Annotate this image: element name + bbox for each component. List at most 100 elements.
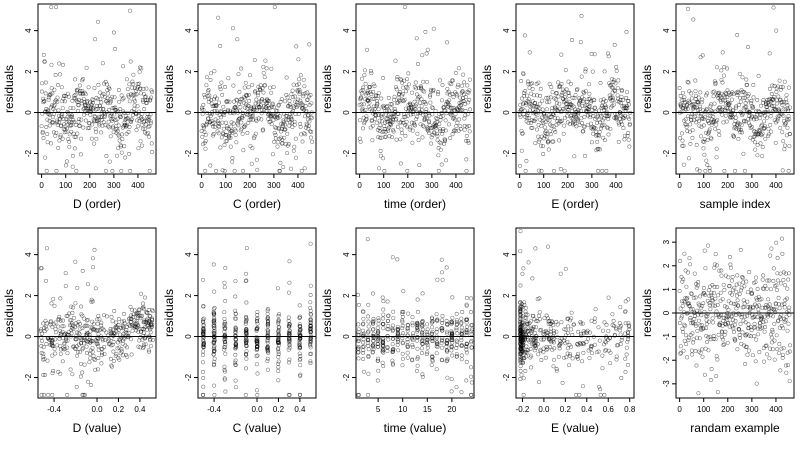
data-point <box>426 118 431 123</box>
data-point <box>711 94 716 99</box>
data-point <box>736 90 741 95</box>
data-point <box>231 121 236 126</box>
data-point <box>430 105 435 110</box>
point-series <box>677 5 793 173</box>
data-point <box>592 342 597 347</box>
data-point <box>680 138 685 143</box>
data-point <box>64 120 69 125</box>
data-point <box>590 108 595 112</box>
data-point <box>522 351 527 356</box>
data-point <box>309 130 314 134</box>
data-point <box>775 347 780 352</box>
data-point <box>395 342 400 347</box>
data-point <box>755 315 760 320</box>
data-point <box>569 113 574 118</box>
data-point <box>769 92 774 96</box>
data-point <box>564 355 569 360</box>
data-point <box>732 336 737 341</box>
data-point <box>692 316 697 321</box>
data-point <box>130 93 135 98</box>
data-point <box>460 330 464 335</box>
data-point <box>423 101 428 106</box>
data-point <box>61 117 66 121</box>
data-point <box>782 79 787 84</box>
data-point <box>117 345 122 350</box>
data-point <box>732 285 737 290</box>
x-tick-label: 0.0 <box>538 405 550 414</box>
x-tick-label: 0.0 <box>91 405 103 414</box>
data-point <box>619 376 624 380</box>
data-point <box>436 168 441 173</box>
data-point <box>65 351 70 356</box>
data-point <box>626 297 631 302</box>
data-point <box>415 329 420 334</box>
data-point <box>297 351 302 356</box>
data-point <box>776 94 781 99</box>
data-point <box>129 337 133 342</box>
data-point <box>242 124 247 129</box>
data-point <box>294 155 298 160</box>
data-point <box>375 101 380 106</box>
data-point <box>415 309 420 314</box>
data-point <box>265 334 270 338</box>
data-point <box>625 90 629 95</box>
data-point <box>762 359 767 364</box>
data-point <box>393 58 398 63</box>
data-point <box>117 337 121 342</box>
data-point <box>770 83 775 88</box>
data-point <box>416 111 421 116</box>
data-point <box>379 119 384 124</box>
data-point <box>518 346 523 351</box>
data-point <box>566 346 570 351</box>
data-point <box>708 168 712 173</box>
y-tick-label: 2 <box>662 263 671 268</box>
data-point <box>390 327 395 332</box>
data-point <box>702 152 707 157</box>
data-point <box>222 321 227 326</box>
data-point <box>567 363 572 368</box>
data-point <box>389 135 394 140</box>
data-point <box>600 328 605 333</box>
data-point <box>420 53 425 58</box>
data-point <box>356 392 361 397</box>
data-point <box>263 58 268 63</box>
data-point <box>376 330 381 335</box>
data-point <box>767 346 772 351</box>
data-point <box>469 374 474 379</box>
data-point <box>255 317 259 322</box>
data-point <box>771 266 776 271</box>
data-point <box>254 362 259 367</box>
data-point <box>688 122 693 127</box>
data-point <box>747 348 751 353</box>
data-point <box>420 351 424 355</box>
data-point <box>271 85 276 90</box>
data-point <box>96 82 101 87</box>
data-point <box>727 284 732 289</box>
data-point <box>415 114 420 119</box>
data-point <box>120 132 124 137</box>
data-point <box>713 126 717 131</box>
data-point <box>392 97 396 102</box>
data-point <box>686 338 691 343</box>
data-point <box>435 317 440 322</box>
data-point <box>464 303 469 308</box>
data-point <box>361 331 366 336</box>
data-point <box>453 70 458 75</box>
data-point <box>787 305 792 310</box>
data-point <box>419 86 424 91</box>
x-axis-label: E (value) <box>551 421 599 435</box>
data-point <box>276 343 281 348</box>
data-point <box>518 364 523 369</box>
data-point <box>286 347 291 352</box>
x-tick-label: -0.4 <box>207 405 221 414</box>
data-point <box>244 352 249 357</box>
data-point <box>434 329 439 334</box>
data-point <box>459 99 464 104</box>
data-point <box>456 108 461 113</box>
data-point <box>546 321 551 326</box>
data-point <box>107 125 112 130</box>
data-point <box>395 324 400 329</box>
data-point <box>284 117 289 122</box>
